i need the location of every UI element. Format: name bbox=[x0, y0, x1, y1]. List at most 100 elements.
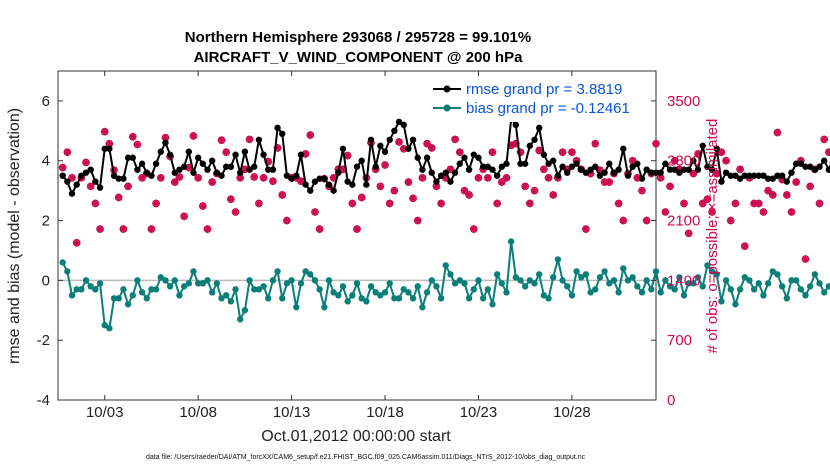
legend-rmse-label: rmse grand pr = 3.8819 bbox=[466, 81, 622, 98]
obs-assimilated-marker bbox=[498, 178, 506, 186]
obs-assimilated-marker bbox=[138, 174, 146, 182]
bias-point bbox=[437, 295, 445, 302]
bias-point bbox=[792, 277, 800, 284]
x-axis-label: Oct.01,2012 00:00:00 start bbox=[261, 428, 451, 445]
obs-assimilated-marker bbox=[815, 199, 824, 208]
obs-assimilated-marker bbox=[722, 156, 730, 165]
obs-assimilated-marker bbox=[175, 173, 184, 181]
rmse-point bbox=[171, 169, 178, 176]
rmse-point bbox=[227, 163, 235, 170]
rmse-point bbox=[204, 166, 211, 173]
bias-point bbox=[64, 268, 71, 275]
rmse-point bbox=[732, 172, 739, 179]
bias-point bbox=[475, 277, 482, 284]
bias-point bbox=[377, 292, 384, 299]
obs-assimilated-marker bbox=[680, 199, 688, 208]
rmse-point bbox=[82, 169, 90, 176]
rmse-point bbox=[339, 145, 347, 152]
y-right-tick-label: 1400 bbox=[667, 272, 700, 289]
bias-point bbox=[171, 277, 178, 284]
bias-point bbox=[615, 289, 622, 296]
bias-point bbox=[433, 283, 440, 290]
chart-title-line2: AIRCRAFT_V_WIND_COMPONENT @ 200 hPa bbox=[194, 49, 524, 66]
rmse-point bbox=[610, 169, 618, 176]
obs-assimilated-marker bbox=[666, 182, 674, 191]
obs-assimilated-marker bbox=[783, 191, 791, 199]
y-left-tick-label: 6 bbox=[42, 93, 50, 110]
rmse-point bbox=[260, 151, 267, 158]
rmse-point bbox=[825, 166, 830, 173]
obs-assimilated-marker bbox=[768, 191, 777, 199]
bias-point bbox=[227, 298, 235, 305]
bias-point bbox=[269, 277, 277, 284]
rmse-point bbox=[120, 175, 127, 182]
rmse-point bbox=[526, 142, 534, 149]
bias-point bbox=[760, 292, 767, 299]
obs-assimilated-marker bbox=[773, 128, 782, 137]
rmse-point bbox=[269, 166, 277, 173]
rmse-point bbox=[657, 169, 664, 176]
rmse-point bbox=[550, 157, 557, 164]
obs-assimilated-marker bbox=[100, 127, 109, 136]
bias-point bbox=[321, 304, 328, 311]
bias-point bbox=[358, 295, 365, 302]
rmse-point bbox=[419, 166, 426, 173]
rmse-point bbox=[414, 154, 421, 161]
rmse-point bbox=[335, 169, 342, 176]
bias-point bbox=[283, 280, 291, 287]
bias-point bbox=[484, 286, 492, 293]
obs-assimilated-marker bbox=[114, 193, 123, 202]
bias-point bbox=[237, 316, 244, 323]
obs-assimilated-marker bbox=[245, 135, 254, 144]
rmse-point bbox=[498, 163, 506, 170]
obs-assimilated-marker bbox=[521, 182, 529, 191]
rmse-point bbox=[704, 163, 711, 170]
obs-assimilated-marker bbox=[297, 177, 305, 186]
rmse-point bbox=[405, 145, 412, 152]
bias-point bbox=[428, 277, 435, 284]
obs-assimilated-marker bbox=[717, 148, 726, 156]
bias-point bbox=[578, 274, 585, 281]
rmse-point bbox=[152, 160, 160, 167]
rmse-point bbox=[218, 172, 225, 179]
legend-bias-label: bias grand pr = -0.12461 bbox=[466, 100, 630, 117]
obs-assimilated-marker bbox=[820, 135, 828, 144]
bias-point bbox=[451, 280, 459, 287]
y-right-tick-label: 2800 bbox=[667, 153, 700, 170]
rmse-point bbox=[316, 175, 323, 182]
bias-point bbox=[106, 325, 113, 332]
bias-point bbox=[465, 295, 473, 302]
obs-assimilated-marker bbox=[754, 199, 763, 208]
bias-point bbox=[736, 286, 744, 293]
obs-assimilated-marker bbox=[740, 242, 749, 250]
obs-assimilated-marker bbox=[596, 166, 604, 174]
bias-point bbox=[59, 259, 66, 266]
rmse-point bbox=[624, 172, 632, 179]
obs-assimilated-marker bbox=[217, 136, 226, 145]
obs-assimilated-marker bbox=[535, 146, 544, 155]
obs-assimilated-marker bbox=[605, 178, 614, 186]
obs-assimilated-marker bbox=[642, 216, 651, 225]
rmse-point bbox=[802, 163, 809, 170]
bias-point bbox=[825, 283, 830, 290]
bias-point bbox=[311, 277, 319, 284]
rmse-point bbox=[708, 166, 716, 173]
bias-point bbox=[222, 292, 230, 299]
bias-point bbox=[442, 262, 449, 269]
rmse-point bbox=[736, 175, 744, 182]
obs-assimilated-marker bbox=[82, 158, 90, 167]
obs-assimilated-marker bbox=[241, 165, 249, 174]
obs-assimilated-marker bbox=[694, 150, 702, 158]
rmse-point bbox=[64, 178, 71, 185]
obs-assimilated-marker bbox=[255, 199, 263, 208]
bias-point bbox=[507, 238, 515, 245]
obs-assimilated-marker bbox=[736, 165, 744, 174]
obs-assimilated-marker bbox=[698, 199, 707, 208]
rmse-point bbox=[157, 148, 164, 155]
bias-point bbox=[774, 271, 781, 278]
bias-point bbox=[498, 280, 506, 287]
obs-assimilated-marker bbox=[96, 225, 104, 233]
bias-point bbox=[536, 271, 543, 278]
rmse-point bbox=[381, 148, 389, 155]
rmse-point bbox=[465, 166, 473, 173]
